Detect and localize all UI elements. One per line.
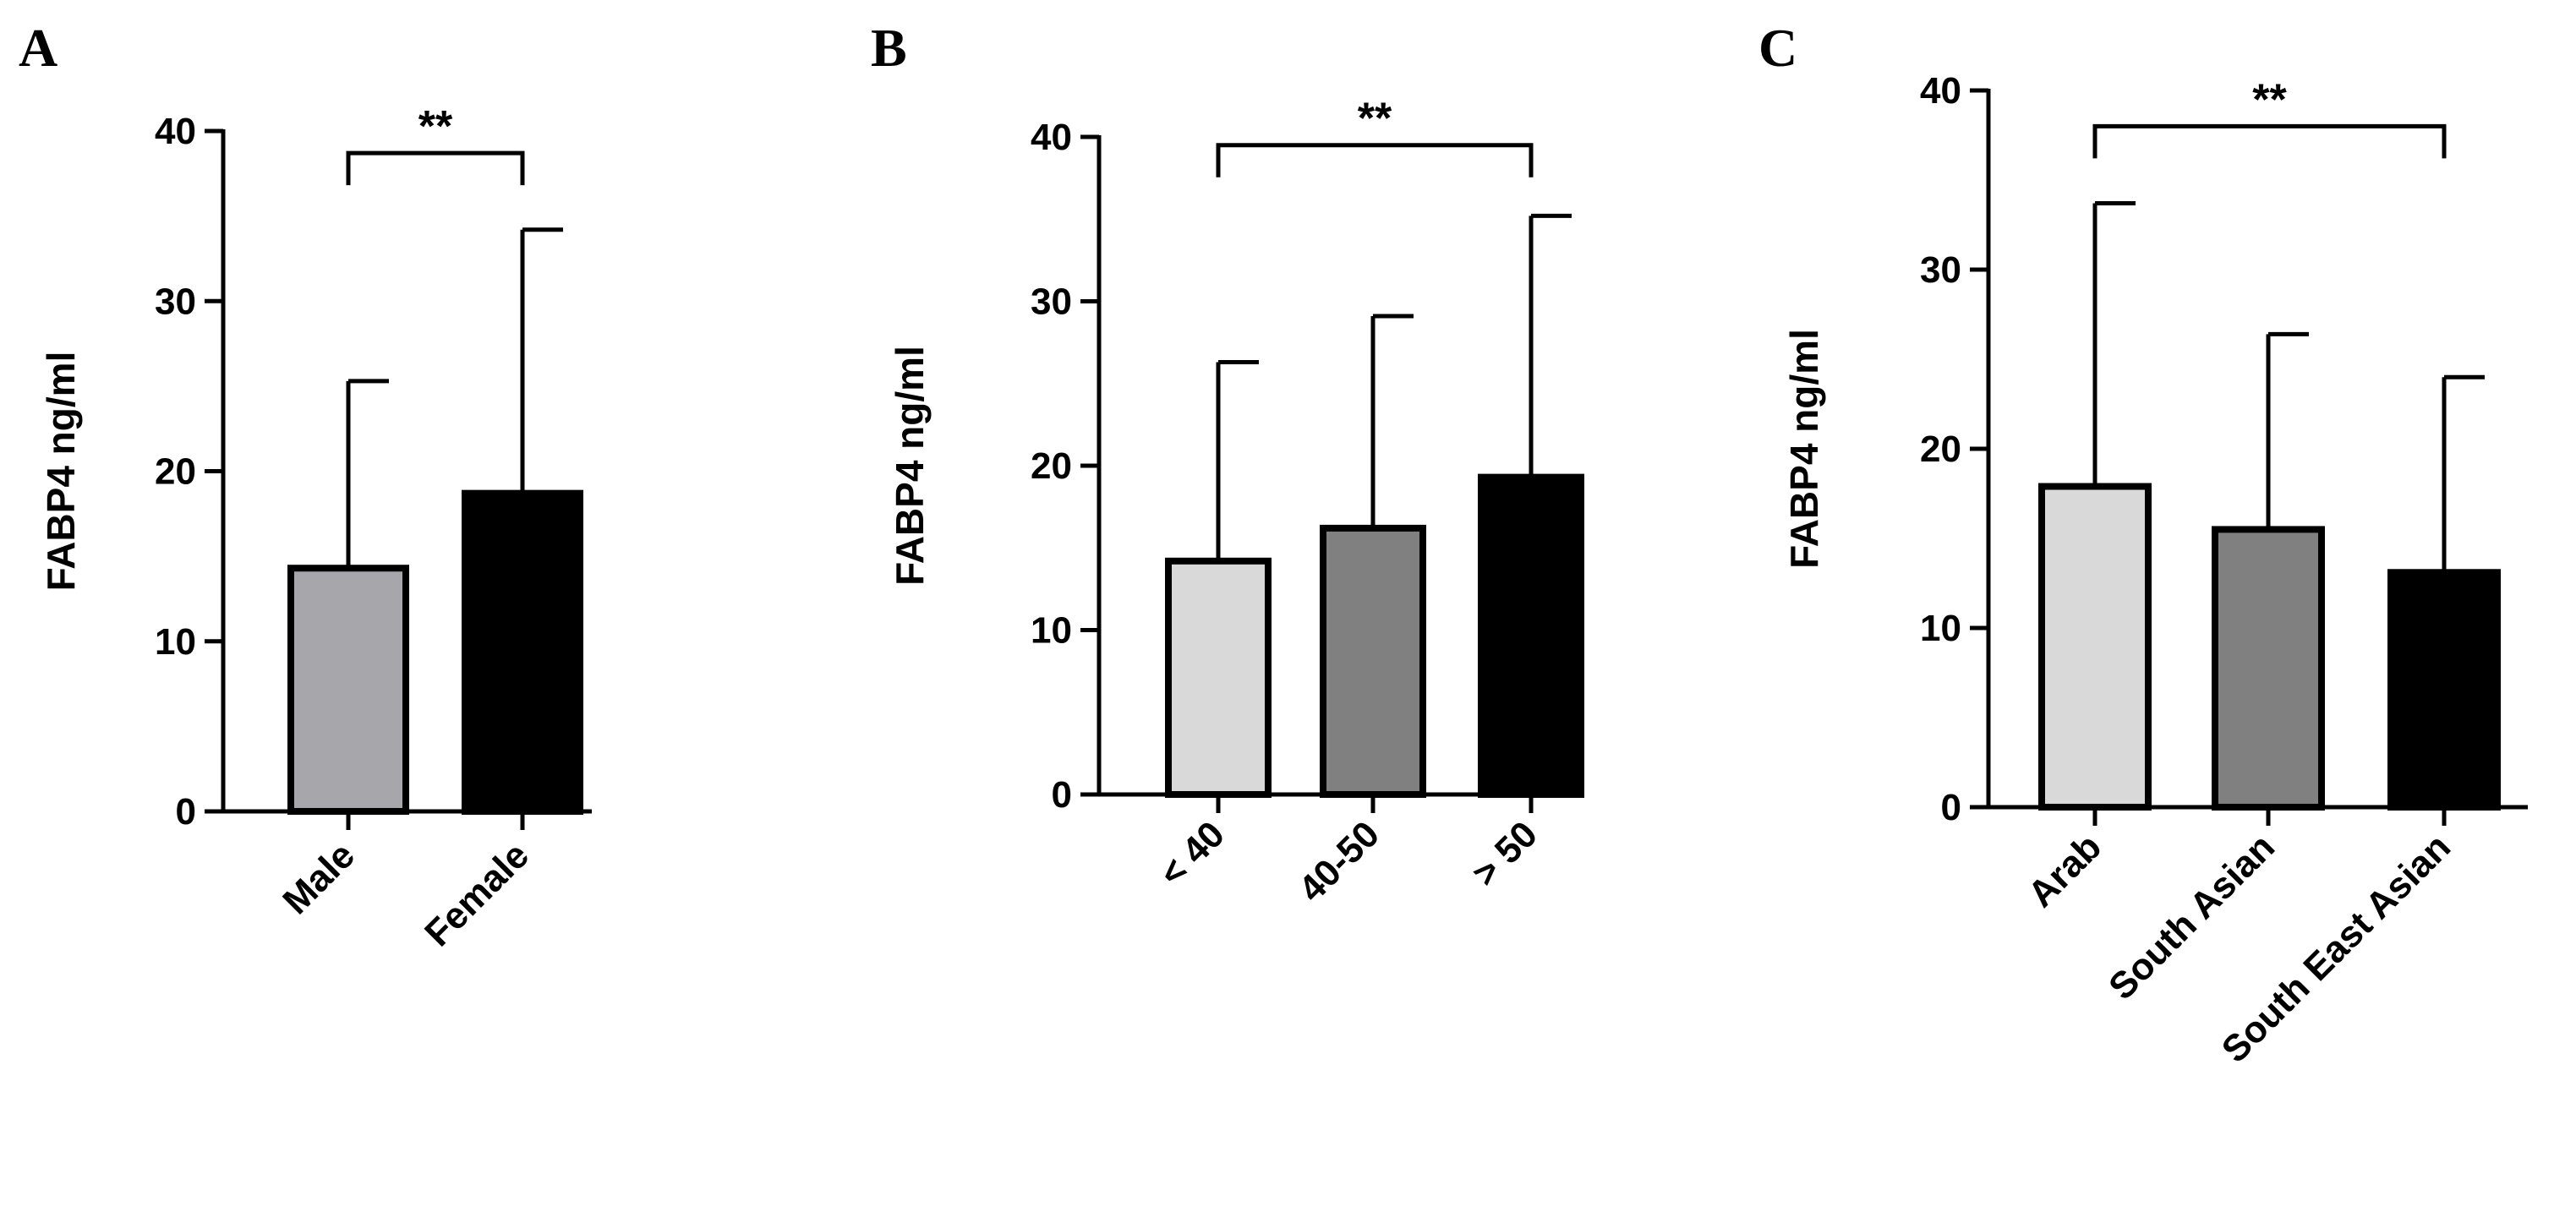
significance-bracket (2092, 123, 2447, 159)
significance-label: ** (2252, 75, 2287, 124)
y-axis-title: FABP4 ng/ml (888, 346, 932, 586)
category-label: 40-50 (1291, 813, 1387, 909)
bar-3 (1478, 473, 1584, 798)
significance-bracket (346, 150, 525, 186)
y-tick-label: 10 (1031, 610, 1072, 652)
y-tick-label: 30 (1920, 249, 1961, 291)
y-tick-label: 10 (155, 621, 196, 663)
category-label: South Asian (2101, 826, 2283, 1007)
y-tick-label: 40 (155, 111, 196, 152)
bar-1 (2038, 483, 2152, 811)
category-label: > 50 (1464, 813, 1545, 894)
y-tick-label: 0 (1941, 787, 1961, 828)
y-tick-label: 20 (1031, 445, 1072, 487)
significance-label: ** (1358, 95, 1392, 144)
y-axis-title: FABP4 ng/ml (39, 352, 83, 592)
bar-1 (287, 565, 409, 816)
bar-3 (2387, 569, 2501, 811)
bar-2 (462, 489, 583, 815)
category-label: Arab (2021, 826, 2110, 915)
y-tick-label: 40 (1031, 117, 1072, 158)
y-tick-label: 30 (155, 281, 196, 322)
y-tick-label: 40 (1920, 70, 1961, 112)
bar-2 (1320, 524, 1426, 798)
panel-a: A FABP4 ng/ml 0 10 20 30 40 Male Female ** (19, 18, 592, 954)
panel-b: B FABP4 ng/ml 0 10 20 30 40 < 40 40-50 > 50 ** (871, 18, 1584, 910)
y-axis-title: FABP4 ng/ml (1782, 329, 1826, 569)
y-tick-label: 30 (1031, 281, 1072, 323)
category-label: Male (275, 834, 363, 922)
y-tick-label: 0 (1052, 774, 1072, 816)
panel-letter: A (19, 18, 57, 78)
significance-label: ** (418, 102, 453, 151)
significance-bracket (1216, 143, 1534, 177)
y-tick-label: 20 (1920, 429, 1961, 470)
y-tick-label: 20 (155, 451, 196, 493)
panel-letter: C (1758, 18, 1797, 78)
panel-letter: B (871, 18, 907, 78)
y-tick-label: 0 (176, 791, 196, 833)
bar-1 (1165, 557, 1272, 798)
category-label: < 40 (1151, 813, 1233, 894)
bar-2 (2212, 526, 2325, 811)
category-label: Female (417, 834, 537, 954)
y-tick-label: 10 (1920, 608, 1961, 649)
